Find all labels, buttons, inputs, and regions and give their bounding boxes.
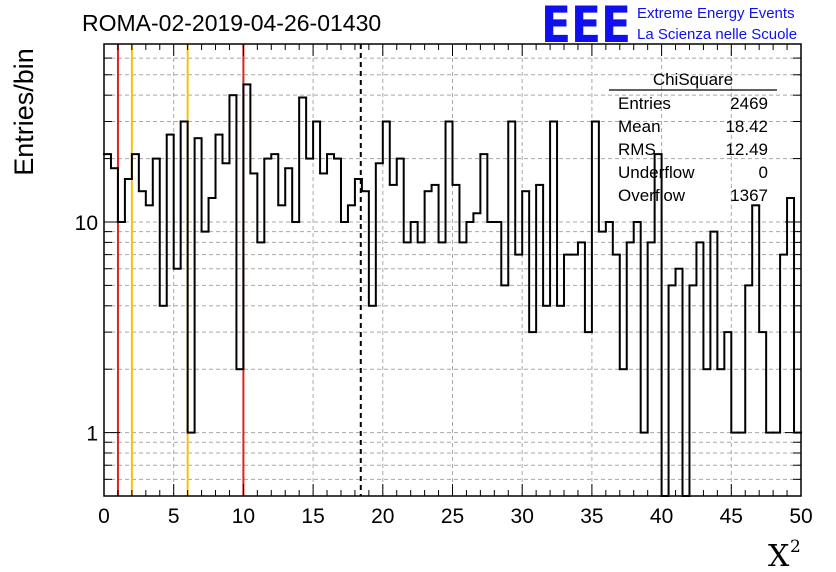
- x-tick-label: 50: [789, 505, 812, 528]
- x-tick-label: 40: [650, 505, 673, 528]
- stats-title: ChiSquare: [653, 70, 733, 89]
- stats-row: Entries 2469: [618, 94, 768, 113]
- y-tick-label: 10: [75, 212, 98, 235]
- stats-row-label: RMS: [618, 140, 656, 159]
- x-tick-label: 20: [371, 505, 394, 528]
- x-axis-label-symbol: X: [768, 539, 790, 572]
- y-tick-label: 1: [86, 423, 98, 446]
- stats-row-value: 0: [759, 163, 768, 182]
- stats-row-label: Mean: [618, 117, 661, 136]
- x-axis-label: X 2: [768, 537, 801, 572]
- eee-logo-mark: EEE: [541, 0, 631, 54]
- logo-line-2: La Scienza nelle Scuole: [637, 26, 797, 43]
- stats-row-value: 2469: [730, 94, 768, 113]
- stats-row-value: 18.42: [725, 117, 768, 136]
- stats-box: ChiSquare Entries 2469 Mean 18.42 RMS 12.49 Un…: [609, 70, 777, 205]
- stats-row-label: Underflow: [618, 163, 695, 182]
- x-tick-label: 5: [168, 505, 180, 528]
- chart-title: ROMA-02-2019-04-26-01430: [82, 10, 381, 36]
- x-tick-label: 45: [720, 505, 743, 528]
- stats-row-value: 12.49: [725, 140, 768, 159]
- x-tick-label: 35: [580, 505, 603, 528]
- x-tick-label: 25: [441, 505, 464, 528]
- stats-row-value: 1367: [730, 186, 768, 205]
- stats-row: RMS 12.49: [618, 140, 768, 159]
- stats-row-label: Overflow: [618, 186, 686, 205]
- x-tick-label: 0: [98, 505, 110, 528]
- eee-logo: EEE Extreme Energy Events La Scienza nel…: [541, 0, 797, 54]
- stats-row: Overflow 1367: [618, 186, 768, 205]
- y-axis-ticks: 1 10: [75, 57, 801, 480]
- y-axis-label: Entries/bin: [9, 48, 39, 176]
- x-axis-label-superscript: 2: [790, 537, 801, 557]
- x-tick-label: 10: [232, 505, 255, 528]
- logo-line-1: Extreme Energy Events: [637, 5, 795, 22]
- stats-row: Underflow 0: [618, 163, 768, 182]
- x-tick-label: 30: [511, 505, 534, 528]
- stats-row-label: Entries: [618, 94, 671, 113]
- x-axis-ticks: 0 5 10 15 20 25 30 35 40 45 50: [98, 44, 813, 528]
- marker-lines: [116, 44, 362, 496]
- x-tick-label: 15: [301, 505, 324, 528]
- stats-row: Mean 18.42: [618, 117, 768, 136]
